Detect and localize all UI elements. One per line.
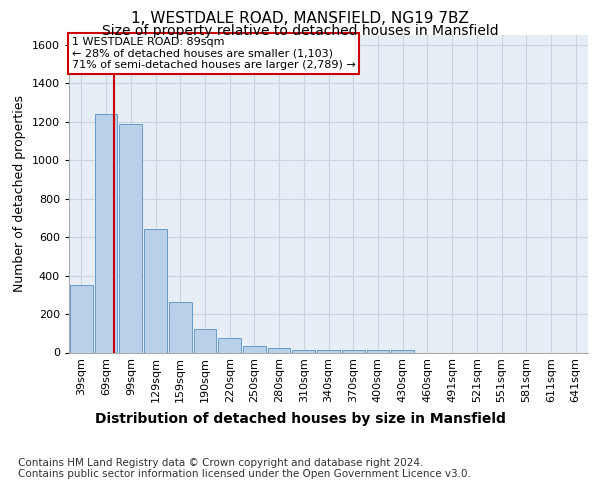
Text: 1, WESTDALE ROAD, MANSFIELD, NG19 7BZ: 1, WESTDALE ROAD, MANSFIELD, NG19 7BZ (131, 11, 469, 26)
Text: Size of property relative to detached houses in Mansfield: Size of property relative to detached ho… (101, 24, 499, 38)
Bar (268, 348, 290, 352)
Bar (391, 350, 414, 352)
Bar (367, 350, 389, 352)
Bar (292, 350, 315, 352)
Bar (119, 124, 142, 352)
Bar (218, 338, 241, 352)
Bar (317, 350, 340, 352)
Bar (70, 285, 93, 352)
Bar (169, 302, 191, 352)
Text: Contains HM Land Registry data © Crown copyright and database right 2024.
Contai: Contains HM Land Registry data © Crown c… (18, 458, 471, 479)
Text: 1 WESTDALE ROAD: 89sqm
← 28% of detached houses are smaller (1,103)
71% of semi-: 1 WESTDALE ROAD: 89sqm ← 28% of detached… (71, 36, 355, 70)
Bar (95, 114, 118, 352)
Bar (194, 330, 216, 352)
Bar (144, 230, 167, 352)
Bar (342, 350, 365, 352)
Y-axis label: Number of detached properties: Number of detached properties (13, 95, 26, 292)
Text: Distribution of detached houses by size in Mansfield: Distribution of detached houses by size … (95, 412, 505, 426)
Bar (243, 346, 266, 352)
